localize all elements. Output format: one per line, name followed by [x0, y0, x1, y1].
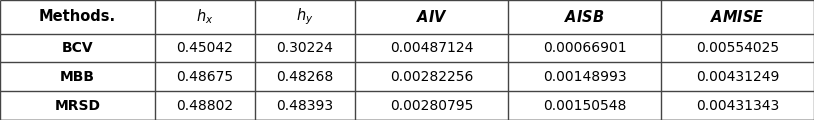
Text: $\boldsymbol{AIV}$: $\boldsymbol{AIV}$	[415, 9, 448, 25]
Text: 0.48393: 0.48393	[277, 99, 334, 113]
Text: $\boldsymbol{h_x}$: $\boldsymbol{h_x}$	[196, 7, 214, 26]
Text: 0.00431343: 0.00431343	[696, 99, 779, 113]
Text: 0.00282256: 0.00282256	[390, 70, 473, 84]
Text: 0.48268: 0.48268	[277, 70, 334, 84]
Text: $\boldsymbol{AMISE}$: $\boldsymbol{AMISE}$	[710, 9, 765, 25]
Text: 0.45042: 0.45042	[177, 41, 234, 55]
Text: MRSD: MRSD	[55, 99, 100, 113]
Text: $\boldsymbol{AISB}$: $\boldsymbol{AISB}$	[564, 9, 605, 25]
Text: 0.00148993: 0.00148993	[543, 70, 626, 84]
Text: 0.30224: 0.30224	[277, 41, 334, 55]
Text: 0.48802: 0.48802	[177, 99, 234, 113]
Text: 0.00487124: 0.00487124	[390, 41, 473, 55]
Text: MBB: MBB	[60, 70, 95, 84]
Text: 0.00554025: 0.00554025	[696, 41, 779, 55]
Text: 0.00280795: 0.00280795	[390, 99, 473, 113]
Text: 0.00066901: 0.00066901	[543, 41, 626, 55]
Text: 0.00150548: 0.00150548	[543, 99, 626, 113]
Text: BCV: BCV	[62, 41, 94, 55]
Text: 0.00431249: 0.00431249	[696, 70, 779, 84]
Text: 0.48675: 0.48675	[177, 70, 234, 84]
Text: Methods.: Methods.	[39, 9, 116, 24]
Text: $\boldsymbol{h_y}$: $\boldsymbol{h_y}$	[296, 6, 313, 27]
